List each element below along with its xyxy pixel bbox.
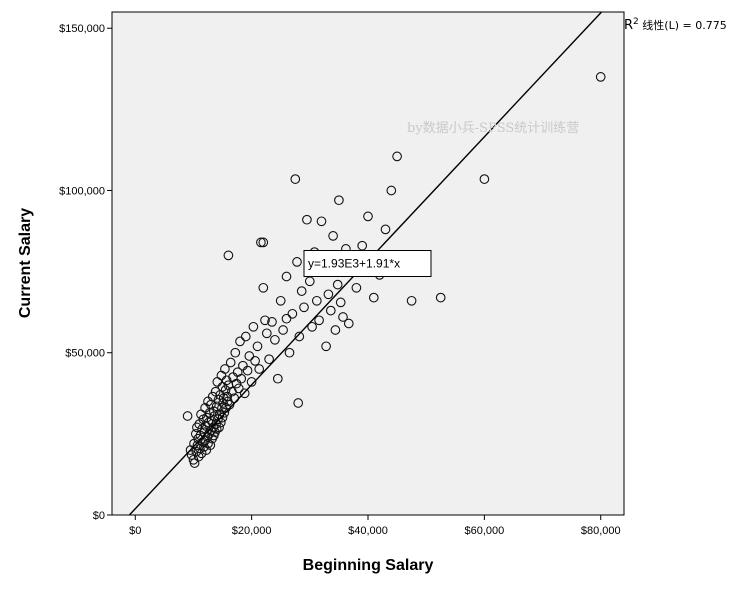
data-point — [258, 282, 269, 293]
y-tick-label: $50,000 — [65, 348, 105, 360]
data-point — [254, 364, 265, 374]
data-points — [182, 72, 606, 468]
data-point — [294, 331, 305, 342]
data-point — [321, 341, 331, 352]
data-point — [293, 398, 304, 408]
data-point — [267, 317, 277, 327]
data-point — [207, 391, 218, 402]
data-point — [235, 336, 245, 347]
r2-value: 线性(L) = 0.775 — [639, 18, 727, 32]
data-point — [281, 313, 292, 324]
data-point — [338, 312, 348, 322]
data-point — [208, 406, 219, 417]
data-point — [332, 279, 343, 290]
y-tick-label: $0 — [93, 510, 105, 522]
data-point — [281, 271, 292, 282]
data-point — [217, 412, 228, 423]
data-point — [219, 407, 230, 418]
watermark-text: by数据小兵-SPSS统计训练营 — [407, 121, 579, 136]
data-point — [244, 351, 255, 361]
data-point — [182, 411, 193, 421]
data-point — [335, 297, 346, 308]
data-point — [260, 315, 270, 326]
x-axis-title: Beginning Salary — [303, 557, 434, 574]
data-point — [230, 347, 241, 358]
data-point — [323, 289, 334, 300]
r2-legend: R2 线性(L) = 0.775 — [624, 17, 727, 33]
data-point — [192, 440, 203, 451]
y-tick-label: $100,000 — [59, 185, 105, 197]
y-axis: $0 $50,000 $100,000 $150,000 — [59, 23, 112, 522]
data-point — [363, 211, 373, 222]
data-point — [351, 282, 362, 293]
data-point — [479, 174, 490, 184]
x-axis: $0 $20,000 $40,000 $60,000 $80,000 — [129, 515, 621, 537]
data-point — [316, 216, 327, 227]
data-point — [292, 257, 302, 267]
data-point — [368, 292, 379, 303]
data-point — [221, 375, 232, 386]
r2-superscript: 2 — [633, 17, 639, 27]
data-point — [307, 321, 317, 332]
data-point — [328, 231, 338, 241]
data-point — [296, 286, 307, 296]
data-point — [236, 373, 247, 384]
data-point — [311, 295, 322, 306]
data-point — [272, 373, 283, 384]
data-point — [595, 72, 606, 82]
x-tick-label: $20,000 — [232, 525, 272, 537]
x-tick-label: $60,000 — [464, 525, 504, 537]
y-tick-label: $150,000 — [59, 23, 105, 35]
data-point — [435, 292, 446, 303]
data-point — [223, 250, 234, 261]
y-axis-title: Current Salary — [17, 208, 34, 318]
data-point — [270, 334, 280, 345]
data-point — [256, 237, 266, 248]
data-point — [225, 357, 236, 368]
data-point — [220, 385, 231, 395]
data-point — [248, 321, 259, 332]
data-point — [330, 325, 341, 335]
data-point — [380, 224, 391, 235]
data-point — [220, 364, 230, 374]
equation-label: y=1.93E3+1.91*x — [303, 250, 432, 277]
data-point — [275, 295, 286, 306]
data-point — [392, 151, 402, 162]
data-point — [302, 214, 312, 225]
data-point — [233, 383, 244, 394]
data-point — [334, 195, 344, 206]
r2-label: R — [624, 18, 633, 33]
data-point — [250, 356, 260, 366]
data-point — [386, 185, 397, 196]
data-point — [278, 325, 288, 335]
data-point — [258, 237, 269, 248]
data-point — [191, 446, 202, 457]
x-tick-label: $40,000 — [348, 525, 388, 537]
data-point — [406, 295, 417, 306]
equation-text: y=1.93E3+1.91*x — [308, 257, 400, 271]
data-point — [284, 347, 295, 358]
data-point — [261, 328, 272, 339]
data-point — [242, 365, 253, 376]
data-point — [290, 174, 301, 184]
data-point — [246, 377, 257, 387]
data-point — [239, 388, 250, 399]
data-point — [287, 308, 298, 319]
data-point — [325, 305, 336, 316]
data-point — [343, 318, 354, 329]
x-tick-label: $80,000 — [581, 525, 621, 537]
data-point — [314, 315, 324, 326]
data-point — [252, 341, 263, 352]
data-point — [299, 302, 309, 313]
data-point — [214, 422, 224, 433]
data-point — [205, 440, 216, 451]
data-point — [211, 419, 221, 429]
data-point — [264, 354, 274, 365]
data-point — [240, 331, 251, 342]
x-tick-label: $0 — [129, 525, 141, 537]
